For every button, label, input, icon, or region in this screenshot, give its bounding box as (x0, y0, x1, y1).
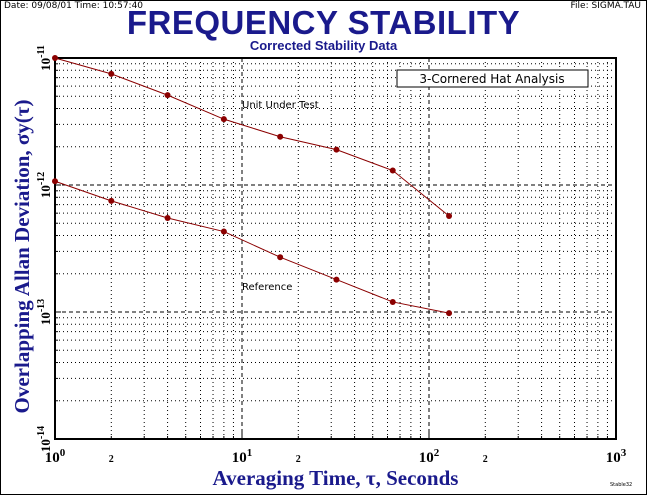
series-line (54, 57, 450, 217)
data-point (108, 70, 115, 77)
x-tick-label: 2 (296, 454, 301, 465)
x-tick-label: 102 (419, 447, 440, 466)
series-line (54, 180, 450, 314)
annotation-text: 3-Cornered Hat Analysis (419, 72, 564, 86)
footer-label: Stable32 (610, 482, 633, 488)
data-point (277, 254, 284, 261)
data-point (164, 92, 171, 99)
chart-subtitle: Corrected Stability Data (249, 38, 398, 53)
data-point (220, 228, 227, 235)
file-label: File: SIGMA.TAU (570, 1, 641, 11)
data-point (220, 116, 227, 123)
x-tick-label: 103 (606, 447, 627, 466)
y-tick-label: 10-12 (36, 172, 53, 198)
data-point (446, 310, 453, 317)
data-point (52, 55, 58, 61)
series-label: Unit Under Test (242, 100, 319, 111)
data-point (389, 298, 396, 305)
annotation-box (396, 69, 589, 88)
x-tick-label: 2 (483, 454, 488, 465)
y-axis-label: Overlapping Allan Deviation, σy(τ) (10, 100, 34, 414)
x-axis-label: Averaging Time, τ, Seconds (213, 466, 459, 490)
data-point (333, 146, 340, 153)
y-tick-label: 10-11 (36, 45, 53, 71)
data-point (277, 133, 284, 140)
data-point (52, 178, 58, 185)
date-time-label: Date: 09/08/01 Time: 10:57:40 (4, 1, 144, 11)
data-point (389, 167, 396, 174)
plot-border (54, 57, 617, 440)
y-tick-label: 10-13 (36, 299, 53, 325)
data-point (164, 214, 171, 221)
x-tick-label: 2 (109, 454, 114, 465)
x-tick-label: 100 (45, 447, 66, 466)
data-point (108, 197, 115, 204)
chart-title: FREQUENCY STABILITY (126, 4, 521, 41)
data-point (446, 213, 453, 220)
x-tick-label: 101 (232, 447, 253, 466)
y-tick-label: 10-14 (36, 426, 53, 452)
series-label: Reference (242, 282, 292, 293)
data-point (333, 276, 340, 283)
